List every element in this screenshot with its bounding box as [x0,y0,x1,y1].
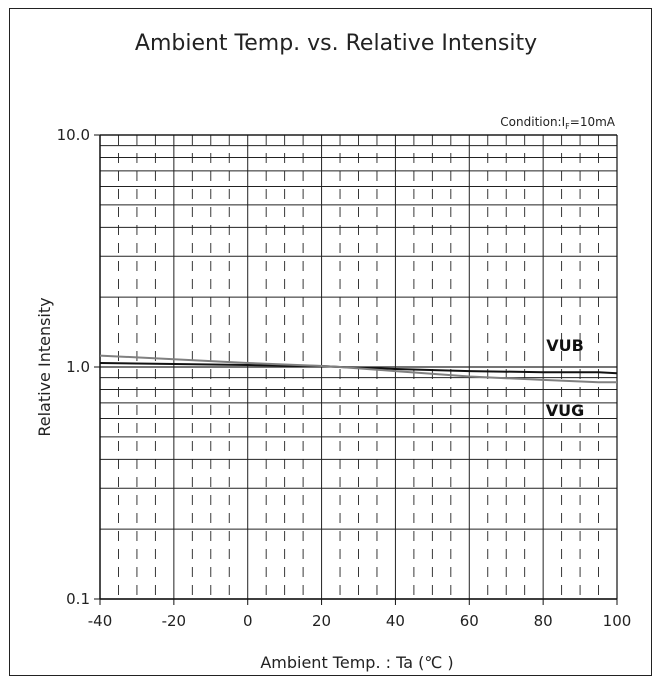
series-label-vub: VUB [546,336,584,355]
series-line-vug [99,354,617,384]
x-tick-label: 100 [603,612,632,630]
series-labels: VUB VUG [546,336,585,420]
chart-title: Ambient Temp. vs. Relative Intensity [135,31,537,56]
y-tick-label: 0.1 [66,590,90,608]
condition-prefix: Condition:I [500,115,565,129]
series-label-vug: VUG [546,401,585,420]
condition-suffix: =10mA [570,115,616,129]
x-tick-label: -40 [88,612,113,630]
x-tick-label: 0 [243,612,253,630]
axes [94,134,618,605]
y-tick-label: 1.0 [66,358,90,376]
condition-annotation: Condition:IF=10mA [500,115,615,131]
x-tick-label: 80 [534,612,553,630]
x-tick-label: 20 [312,612,331,630]
x-tick-label: 40 [386,612,405,630]
series-lines [99,354,618,384]
x-axis-label: Ambient Temp. : Ta (℃ ) [260,653,453,672]
chart-frame [9,8,652,676]
x-tick-label: 60 [460,612,479,630]
tick-labels: -40 -20 0 20 40 60 80 100 0.1 1.0 10.0 [57,126,632,630]
y-axis-label: Relative Intensity [35,297,54,436]
y-tick-label: 10.0 [57,126,90,144]
x-tick-label: -20 [162,612,187,630]
condition-subscript: F [565,122,570,131]
series-line-vub [99,362,618,375]
